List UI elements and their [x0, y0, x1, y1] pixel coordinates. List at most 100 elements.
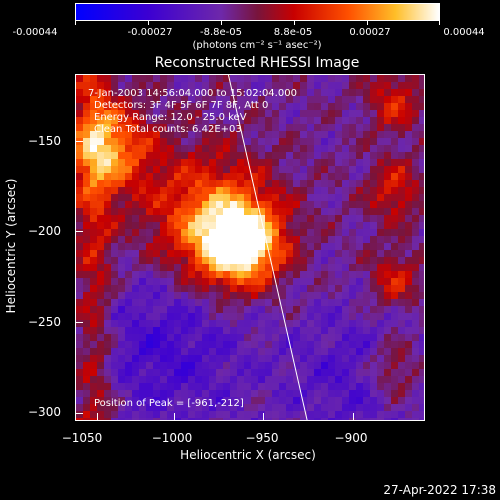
- heatmap-cell: [335, 110, 342, 117]
- heatmap-cell: [132, 110, 139, 117]
- heatmap-cell: [181, 376, 188, 383]
- heatmap-cell: [244, 243, 251, 250]
- heatmap-cell: [90, 75, 97, 82]
- heatmap-cell: [146, 292, 153, 299]
- heatmap-cell: [160, 96, 167, 103]
- heatmap-cell: [405, 236, 412, 243]
- heatmap-cell: [125, 327, 132, 334]
- heatmap-cell: [405, 383, 412, 390]
- heatmap-cell: [216, 285, 223, 292]
- heatmap-cell: [160, 355, 167, 362]
- heatmap-cell: [300, 243, 307, 250]
- heatmap-cell: [335, 313, 342, 320]
- heatmap-cell: [251, 124, 258, 131]
- heatmap-cell: [244, 152, 251, 159]
- heatmap-cell: [76, 341, 83, 348]
- heatmap-cell: [160, 166, 167, 173]
- heatmap-cell: [146, 327, 153, 334]
- heatmap-cell: [111, 334, 118, 341]
- heatmap-cell: [188, 334, 195, 341]
- heatmap-cell: [76, 152, 83, 159]
- heatmap-cell: [209, 110, 216, 117]
- heatmap-cell: [83, 145, 90, 152]
- heatmap-cell: [83, 194, 90, 201]
- rhessi-image: 7-Jan-2003 14:56:04.000 to 15:02:04.000 …: [75, 74, 425, 421]
- heatmap-cell: [118, 159, 125, 166]
- heatmap-cell: [76, 404, 83, 411]
- heatmap-cell: [370, 173, 377, 180]
- heatmap-cell: [349, 418, 356, 420]
- heatmap-cell: [132, 278, 139, 285]
- heatmap-cell: [188, 369, 195, 376]
- heatmap-cell: [132, 327, 139, 334]
- heatmap-cell: [90, 138, 97, 145]
- heatmap-cell: [230, 418, 237, 420]
- x-axis-label: Heliocentric X (arcsec): [180, 448, 316, 462]
- heatmap-cell: [125, 215, 132, 222]
- heatmap-cell: [342, 201, 349, 208]
- heatmap-cell: [202, 236, 209, 243]
- heatmap-cell: [314, 159, 321, 166]
- heatmap-cell: [251, 278, 258, 285]
- heatmap-cell: [237, 180, 244, 187]
- heatmap-cell: [321, 362, 328, 369]
- heatmap-cell: [97, 166, 104, 173]
- heatmap-cell: [370, 117, 377, 124]
- heatmap-cell: [167, 264, 174, 271]
- heatmap-cell: [370, 159, 377, 166]
- heatmap-cell: [188, 383, 195, 390]
- heatmap-cell: [377, 327, 384, 334]
- heatmap-cell: [398, 180, 405, 187]
- heatmap-cell: [391, 82, 398, 89]
- heatmap-cell: [258, 292, 265, 299]
- heatmap-cell: [419, 82, 424, 89]
- heatmap-cell: [174, 418, 181, 420]
- heatmap-cell: [293, 418, 300, 420]
- heatmap-cell: [181, 383, 188, 390]
- y-tick-label: −200: [28, 224, 61, 238]
- heatmap-cell: [412, 236, 419, 243]
- heatmap-cell: [125, 341, 132, 348]
- heatmap-cell: [377, 292, 384, 299]
- heatmap-cell: [146, 411, 153, 418]
- heatmap-cell: [335, 138, 342, 145]
- heatmap-cell: [251, 390, 258, 397]
- heatmap-cell: [307, 341, 314, 348]
- heatmap-cell: [251, 243, 258, 250]
- heatmap-cell: [216, 96, 223, 103]
- heatmap-cell: [342, 250, 349, 257]
- heatmap-cell: [237, 117, 244, 124]
- heatmap-cell: [286, 138, 293, 145]
- heatmap-cell: [258, 131, 265, 138]
- heatmap-cell: [356, 264, 363, 271]
- heatmap-cell: [188, 208, 195, 215]
- heatmap-cell: [258, 383, 265, 390]
- heatmap-cell: [153, 390, 160, 397]
- heatmap-cell: [328, 82, 335, 89]
- heatmap-cell: [391, 390, 398, 397]
- heatmap-cell: [139, 159, 146, 166]
- y-tick-mark: [75, 231, 83, 232]
- heatmap-cell: [153, 383, 160, 390]
- heatmap-cell: [244, 418, 251, 420]
- heatmap-cell: [356, 75, 363, 82]
- heatmap-cell: [195, 103, 202, 110]
- heatmap-cell: [398, 313, 405, 320]
- y-tick-mark: [75, 413, 83, 414]
- heatmap-cell: [90, 166, 97, 173]
- heatmap-cell: [405, 180, 412, 187]
- heatmap-cell: [293, 306, 300, 313]
- heatmap-cell: [328, 320, 335, 327]
- heatmap-cell: [202, 187, 209, 194]
- heatmap-cell: [174, 327, 181, 334]
- heatmap-cell: [419, 89, 424, 96]
- heatmap-cell: [118, 201, 125, 208]
- heatmap-cell: [209, 89, 216, 96]
- heatmap-cell: [251, 117, 258, 124]
- heatmap-cell: [335, 264, 342, 271]
- heatmap-cell: [356, 383, 363, 390]
- heatmap-cell: [104, 369, 111, 376]
- heatmap-cell: [167, 145, 174, 152]
- heatmap-cell: [90, 131, 97, 138]
- heatmap-cell: [188, 145, 195, 152]
